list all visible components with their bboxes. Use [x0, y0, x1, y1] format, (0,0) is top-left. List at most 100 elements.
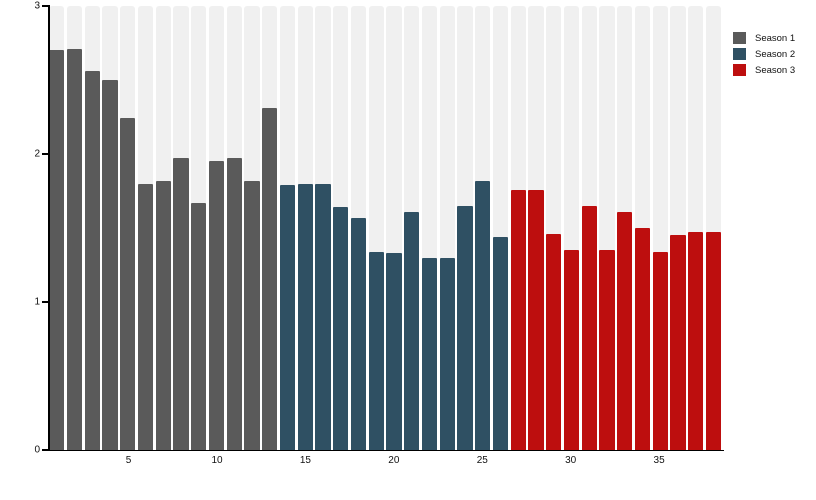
bar-slot-10	[208, 6, 224, 450]
x-tick-label-25: 25	[476, 455, 488, 466]
bar-slot-4	[102, 6, 118, 450]
bar-slot-21	[404, 6, 420, 450]
bar-slot-25	[475, 6, 491, 450]
bar-episode-28	[528, 189, 544, 450]
bar-episode-31	[581, 205, 597, 450]
x-tick-label-20: 20	[388, 455, 400, 466]
bar-episode-23	[439, 257, 455, 450]
bar-episode-14	[279, 185, 295, 450]
legend-swatch-season-3-icon	[733, 64, 746, 76]
bar-episode-24	[457, 205, 473, 450]
legend-swatch-season-1-icon	[733, 32, 746, 44]
bar-slot-36	[670, 6, 686, 450]
bar-slot-23	[439, 6, 455, 450]
bar-episode-20	[386, 253, 402, 450]
bar-episode-4	[102, 80, 118, 450]
legend-item-season-2: Season 2	[733, 48, 795, 60]
bar-slot-11	[226, 6, 242, 450]
bar-episode-17	[333, 207, 349, 450]
bar-episode-6	[137, 183, 153, 450]
bar-slot-27	[510, 6, 526, 450]
bar-slot-29	[546, 6, 562, 450]
bar-episode-35	[652, 251, 668, 450]
bar-slot-14	[279, 6, 295, 450]
bar-slot-20	[386, 6, 402, 450]
bar-episode-32	[599, 250, 615, 450]
legend-label-season-3: Season 3	[755, 64, 796, 76]
bar-episode-33	[617, 211, 633, 450]
bar-episode-34	[634, 228, 650, 450]
bar-episode-29	[546, 233, 562, 450]
bar-slot-12	[244, 6, 260, 450]
y-tick-label-2: 2	[34, 148, 40, 160]
bar-episode-7	[155, 180, 171, 450]
y-tick-label-1: 1	[34, 296, 40, 308]
bar-slot-32	[599, 6, 615, 450]
x-axis-line	[48, 449, 724, 451]
bar-episode-30	[563, 250, 579, 450]
bar-slot-7	[155, 6, 171, 450]
bar-episode-15	[297, 183, 313, 450]
bar-slot-24	[457, 6, 473, 450]
y-tick-label-0: 0	[34, 444, 40, 456]
bar-episode-11	[226, 158, 242, 450]
y-axis-line	[48, 5, 50, 450]
y-tick-mark-3	[42, 5, 48, 7]
bar-slot-6	[137, 6, 153, 450]
bar-slot-9	[191, 6, 207, 450]
bar-episode-26	[492, 236, 508, 450]
bar-slot-30	[563, 6, 579, 450]
legend-item-season-1: Season 1	[733, 32, 795, 44]
y-tick-mark-1	[42, 301, 48, 303]
bar-episode-36	[670, 235, 686, 450]
legend-swatch-season-2-icon	[733, 48, 746, 60]
bar-episode-27	[510, 189, 526, 450]
bar-episode-18	[350, 217, 366, 450]
plot-area	[49, 6, 721, 450]
bar-slot-22	[421, 6, 437, 450]
bar-episode-22	[421, 257, 437, 450]
bar-episode-8	[173, 158, 189, 450]
y-tick-label-3: 3	[34, 0, 40, 12]
bar-episode-37	[688, 232, 704, 450]
bar-slot-2	[66, 6, 82, 450]
x-tick-label-15: 15	[299, 455, 311, 466]
bar-episode-19	[368, 251, 384, 450]
bar-slot-38	[705, 6, 721, 450]
bar-slot-31	[581, 6, 597, 450]
legend-label-season-1: Season 1	[755, 32, 796, 44]
bar-slot-3	[84, 6, 100, 450]
bar-episode-13	[262, 108, 278, 450]
bar-slot-37	[688, 6, 704, 450]
bar-slot-8	[173, 6, 189, 450]
bar-episode-3	[84, 71, 100, 450]
bar-episode-10	[208, 161, 224, 450]
bar-episode-25	[475, 180, 491, 450]
bar-slot-17	[333, 6, 349, 450]
x-tick-label-10: 10	[211, 455, 223, 466]
bar-episode-21	[404, 211, 420, 450]
bar-slot-35	[652, 6, 668, 450]
bar-episode-38	[705, 232, 721, 450]
bar-slot-18	[350, 6, 366, 450]
y-tick-mark-2	[42, 153, 48, 155]
bar-slot-26	[492, 6, 508, 450]
x-tick-label-30: 30	[565, 455, 577, 466]
bar-slot-1	[49, 6, 65, 450]
bar-slot-19	[368, 6, 384, 450]
legend-label-season-2: Season 2	[755, 48, 796, 60]
x-tick-label-5: 5	[125, 455, 132, 466]
bar-episode-2	[66, 48, 82, 450]
bar-slot-34	[634, 6, 650, 450]
bar-episode-5	[120, 118, 136, 450]
legend-item-season-3: Season 3	[733, 64, 795, 76]
y-tick-mark-0	[42, 449, 48, 451]
x-tick-label-35: 35	[653, 455, 665, 466]
bar-episode-1	[49, 50, 65, 450]
bar-slot-5	[120, 6, 136, 450]
bar-slot-15	[297, 6, 313, 450]
bar-episode-12	[244, 180, 260, 450]
bar-slot-28	[528, 6, 544, 450]
bar-slot-33	[617, 6, 633, 450]
